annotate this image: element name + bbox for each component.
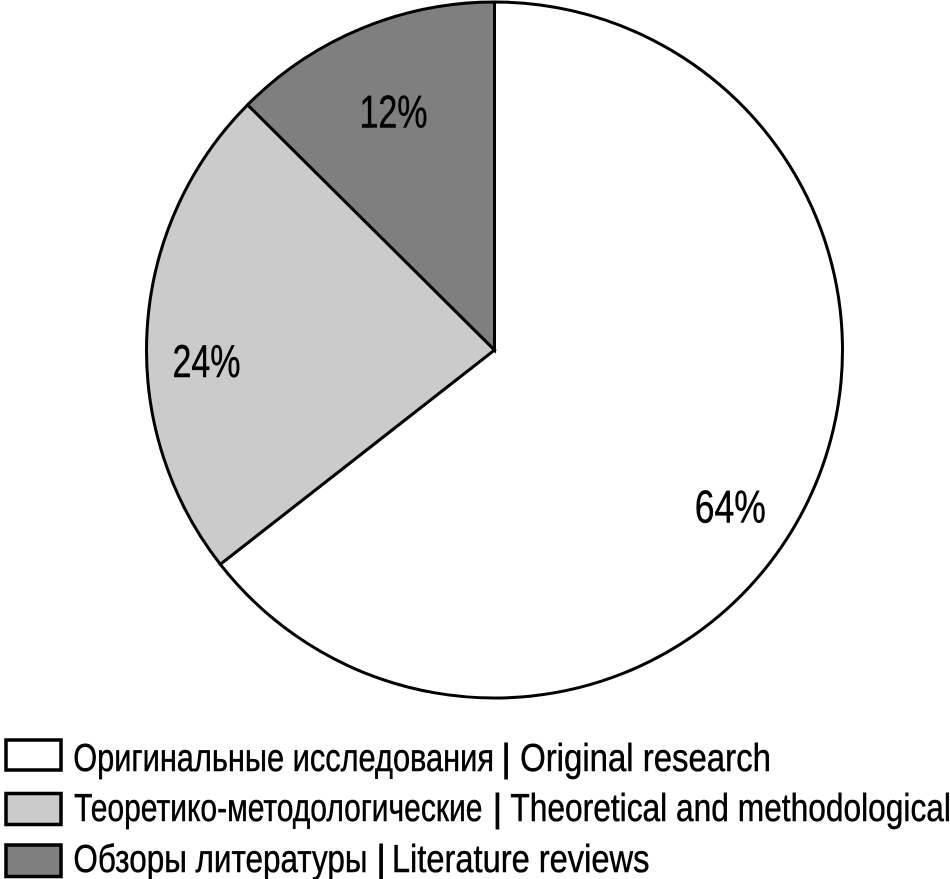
svg-text:Literature reviews: Literature reviews	[392, 838, 650, 879]
svg-text:|: |	[501, 737, 511, 780]
svg-text:Теоретико-методологические: Теоретико-методологические	[74, 787, 482, 830]
svg-text:64%: 64%	[695, 481, 766, 533]
svg-text:|: |	[376, 838, 386, 879]
svg-text:24%: 24%	[173, 335, 241, 387]
svg-text:Original research: Original research	[520, 737, 771, 780]
svg-text:Обзоры литературы: Обзоры литературы	[73, 838, 367, 879]
svg-text:Theoretical and methodological: Theoretical and methodological	[510, 787, 950, 830]
svg-text:|: |	[492, 787, 502, 830]
svg-text:Оригинальные исследования: Оригинальные исследования	[73, 737, 494, 780]
svg-text:12%: 12%	[360, 86, 428, 138]
